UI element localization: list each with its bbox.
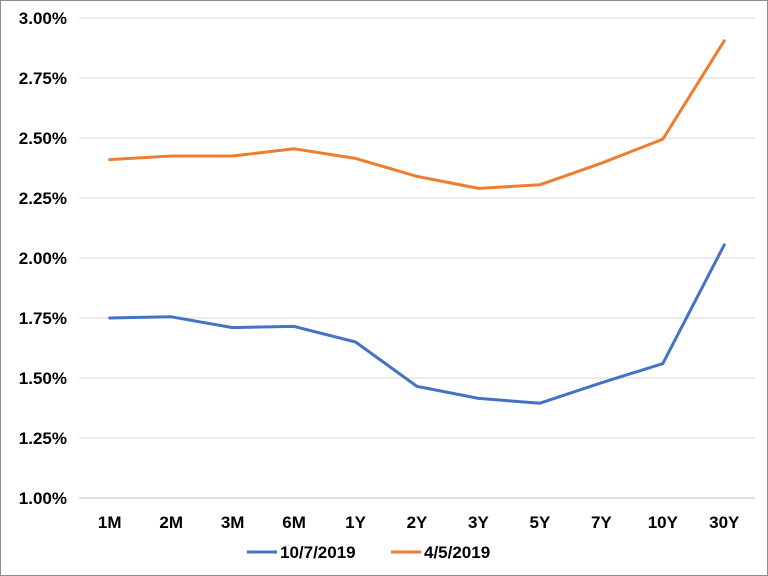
y-tick-label: 1.00% xyxy=(19,489,67,508)
y-tick-label: 2.50% xyxy=(19,129,67,148)
y-tick-label: 1.25% xyxy=(19,429,67,448)
x-axis-ticks: 1M 2M 3M 6M 1Y 2Y 3Y 5Y 7Y 10Y 30Y xyxy=(98,513,740,532)
x-tick-label: 10Y xyxy=(648,513,679,532)
y-tick-label: 1.50% xyxy=(19,369,67,388)
series-line-2 xyxy=(108,39,726,190)
x-tick-label: 2Y xyxy=(407,513,428,532)
legend: 10/7/2019 4/5/2019 xyxy=(247,543,490,562)
y-axis-ticks: 1.00% 1.25% 1.50% 1.75% 2.00% 2.25% 2.50% 2.75%… xyxy=(19,9,67,508)
x-tick-label: 1M xyxy=(98,513,122,532)
x-tick-label: 5Y xyxy=(530,513,551,532)
x-tick-label: 7Y xyxy=(591,513,612,532)
y-tick-label: 1.75% xyxy=(19,309,67,328)
y-tick-label: 3.00% xyxy=(19,9,67,28)
y-tick-label: 2.00% xyxy=(19,249,67,268)
legend-label: 4/5/2019 xyxy=(424,543,490,562)
x-tick-label: 6M xyxy=(282,513,306,532)
x-tick-label: 3M xyxy=(221,513,245,532)
legend-label: 10/7/2019 xyxy=(280,543,356,562)
x-tick-label: 30Y xyxy=(709,513,740,532)
y-tick-label: 2.75% xyxy=(19,69,67,88)
series-lines xyxy=(108,39,726,405)
series-line-1 xyxy=(108,243,726,405)
x-tick-label: 2M xyxy=(159,513,183,532)
gridlines xyxy=(79,17,755,499)
x-tick-label: 3Y xyxy=(468,513,489,532)
x-tick-label: 1Y xyxy=(345,513,366,532)
y-tick-label: 2.25% xyxy=(19,189,67,208)
